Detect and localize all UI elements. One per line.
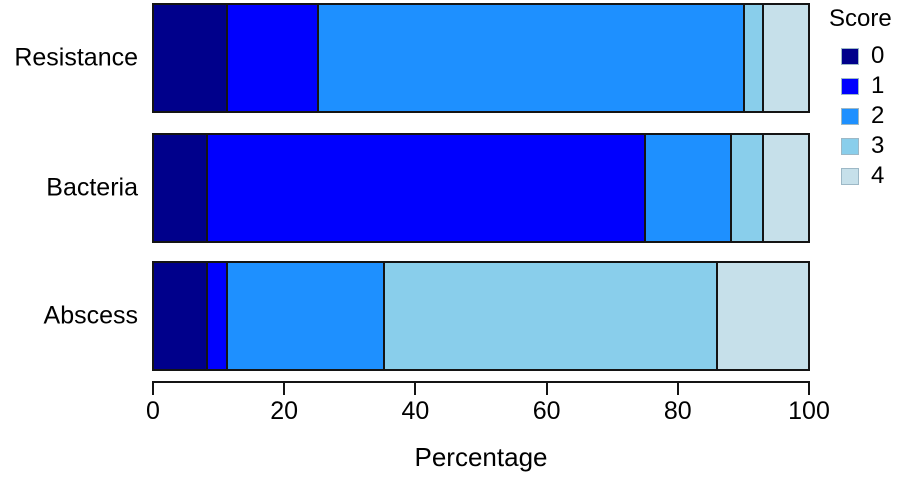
x-tick-mark — [283, 381, 286, 395]
plot-area — [152, 0, 810, 382]
bar-segment-score-2 — [644, 135, 730, 241]
x-tick-mark — [414, 381, 417, 395]
bar-segment-score-2 — [317, 5, 743, 111]
legend-entry-score-0: 0 — [841, 42, 898, 69]
legend-swatch-icon — [841, 47, 859, 65]
bar-segment-score-4 — [762, 5, 808, 111]
category-label-resistance: Resistance — [14, 43, 138, 72]
legend-entry-score-2: 2 — [841, 102, 898, 129]
legend-label: 0 — [871, 42, 885, 69]
x-tick-mark — [545, 381, 548, 395]
x-tick-mark — [676, 381, 679, 395]
category-label-abscess: Abscess — [43, 301, 138, 330]
bar-segment-score-2 — [225, 263, 383, 369]
legend: Score 0 1 2 3 4 — [829, 5, 898, 197]
x-tick-label: 20 — [270, 397, 299, 425]
legend-entries: 0 1 2 3 4 — [829, 42, 898, 189]
legend-label: 1 — [871, 72, 885, 99]
bar-resistance — [152, 3, 810, 113]
bar-segment-score-3 — [382, 263, 717, 369]
legend-label: 2 — [871, 102, 885, 129]
x-axis-line — [152, 381, 810, 383]
bar-abscess — [152, 261, 810, 371]
bar-segment-score-1 — [206, 263, 226, 369]
bar-bacteria — [152, 133, 810, 243]
x-tick-label: 80 — [663, 397, 692, 425]
x-tick-label: 100 — [788, 397, 830, 425]
legend-label: 3 — [871, 132, 885, 159]
legend-swatch-icon — [841, 137, 859, 155]
bar-segment-score-0 — [154, 5, 226, 111]
bar-segment-score-0 — [154, 263, 207, 369]
legend-swatch-icon — [841, 167, 859, 185]
bar-segment-score-1 — [225, 5, 318, 111]
bar-segment-score-0 — [154, 135, 207, 241]
x-tick-mark — [152, 381, 154, 395]
x-tick-label: 40 — [401, 397, 430, 425]
x-tick-label: 60 — [532, 397, 561, 425]
legend-entry-score-4: 4 — [841, 162, 898, 189]
x-axis: 0 20 40 60 80 100 — [146, 381, 830, 436]
x-tick-mark — [808, 381, 810, 395]
category-label-bacteria: Bacteria — [46, 173, 138, 202]
legend-label: 4 — [871, 162, 885, 189]
x-axis-title: Percentage — [414, 442, 548, 472]
legend-title: Score — [829, 5, 892, 32]
legend-swatch-icon — [841, 107, 859, 125]
legend-swatch-icon — [841, 77, 859, 95]
x-tick-label: 0 — [146, 397, 160, 425]
bar-segment-score-4 — [716, 263, 808, 369]
bar-segment-score-3 — [742, 5, 763, 111]
legend-entry-score-1: 1 — [841, 72, 898, 99]
bar-segment-score-3 — [729, 135, 763, 241]
bar-segment-score-1 — [206, 135, 645, 241]
legend-entry-score-3: 3 — [841, 132, 898, 159]
bar-segment-score-4 — [762, 135, 808, 241]
